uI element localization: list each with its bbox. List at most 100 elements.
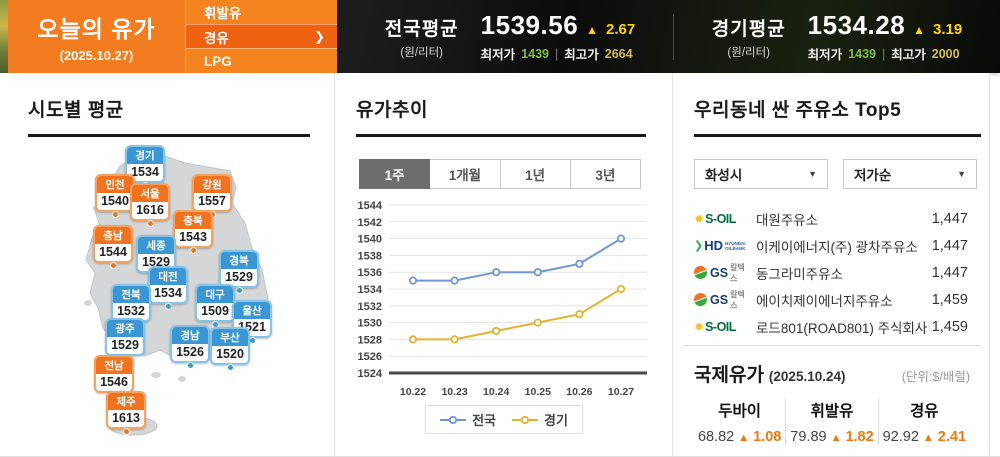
trend-chart: 1544 1542 1540 1538 1536 1534 1532 1530 1528 1526… (349, 185, 659, 405)
region-price: 1529 (107, 337, 143, 354)
region-price: 1613 (108, 410, 144, 427)
station-name: 이케이에너지(주) 광차주유소 (756, 239, 918, 255)
region-name: 충남 (95, 227, 131, 244)
average-values: 1534.28 ▲ 3.19 최저가 1439 | 최고가 2000 (808, 10, 963, 63)
average-label: 전국평균 (384, 18, 459, 40)
region-badge[interactable]: 제주 1613 (106, 391, 146, 435)
intl-oil-name: 경유 (910, 403, 939, 420)
station-row[interactable]: GS 칼텍스 동그라미주유소 1,447 (694, 259, 968, 286)
fuel-type-tabs: 휘발유 경유 ❯ LPG (185, 0, 337, 73)
chart-legend: 전국 경기 (335, 405, 673, 434)
intl-oil-name: 휘발유 (810, 403, 854, 420)
chevron-down-icon: ▼ (957, 169, 966, 179)
station-row[interactable]: ❯ HD HYUNDAI OILBANK 이케이에너지(주) 광차주유소 1,447 (694, 232, 968, 259)
intl-oil-items: 두바이 68.82 ▲ 1.08 휘발유 79.89 ▲ 1.82 경유 92.92 ▲ 2.41 (694, 399, 970, 445)
chevron-down-icon: ▼ (808, 169, 817, 179)
average-unit: (원/리터) (727, 46, 771, 59)
station-price: 1,447 (931, 264, 968, 281)
region-dot-icon (146, 220, 154, 227)
intl-oil-title: 국제유가 (694, 365, 764, 386)
average-label: 경기평균 (711, 18, 786, 40)
svg-text:1542: 1542 (358, 217, 382, 229)
region-badge[interactable]: 충북 1543 (173, 210, 213, 254)
region-badge[interactable]: 서울 1616 (130, 183, 170, 227)
region-price: 1540 (97, 193, 133, 210)
region-badge[interactable]: 경기 1534 (125, 145, 165, 189)
gs-caltex-logo: GS 칼텍스 (694, 262, 752, 284)
station-row[interactable]: ✹ S-OIL 대원주유소 1,447 (694, 205, 968, 232)
region-badge[interactable]: 경북 1529 (219, 250, 259, 294)
svg-text:10.27: 10.27 (608, 386, 634, 398)
svg-text:1538: 1538 (358, 250, 382, 262)
station-row[interactable]: GS 칼텍스 에이치제이에너지주유소 1,459 (694, 286, 968, 313)
region-badge[interactable]: 전북 1532 (111, 284, 151, 328)
region-name: 제주 (108, 393, 144, 410)
region-badge[interactable]: 충남 1544 (93, 225, 133, 269)
intl-oil-value: 79.89 (790, 429, 827, 445)
average-delta: 3.19 (933, 21, 963, 38)
district-select[interactable]: 화성시 ▼ (694, 159, 828, 189)
svg-text:1524: 1524 (358, 368, 383, 380)
intl-oil-item: 경유 92.92 ▲ 2.41 (877, 399, 970, 445)
up-triangle-icon: ▲ (586, 23, 599, 37)
korea-map: 경기 1534 인천 1540 서울 1616 강원 1557 충북 1543 충남 1544 세종 15… (0, 73, 334, 456)
region-badge[interactable]: 대전 1534 (148, 266, 188, 310)
svg-text:10.22: 10.22 (400, 386, 426, 398)
hd-hyundai-oilbank-logo: ❯ HD HYUNDAI OILBANK (694, 238, 746, 253)
svg-text:1536: 1536 (358, 267, 382, 279)
average-price-bar: 전국평균 (원/리터) 1539.56 ▲ 2.67 최저가 1439 | 최고가 2664 경기평… (337, 0, 1000, 73)
region-price: 1529 (221, 269, 257, 286)
swirl-icon (694, 293, 707, 306)
svg-text:1526: 1526 (358, 351, 382, 363)
min-label: 최저가 (480, 48, 516, 62)
swirl-icon (694, 266, 707, 279)
intl-oil-unit: (단위:$/배럴) (901, 370, 970, 384)
region-badge[interactable]: 전남 1546 (94, 355, 134, 399)
up-triangle-icon: ▲ (738, 432, 750, 444)
region-badge[interactable]: 강원 1557 (192, 174, 232, 218)
svg-text:10.24: 10.24 (483, 386, 509, 398)
range-tab[interactable]: 1개월 (430, 159, 501, 189)
region-price: 1546 (96, 374, 132, 391)
section-divider (683, 345, 981, 346)
region-price: 1543 (175, 229, 211, 246)
fuel-tab[interactable]: LPG (186, 48, 337, 73)
s-oil-logo: ✹ S-OIL (694, 319, 736, 334)
min-price: 1439 (848, 46, 876, 61)
region-dot-icon (226, 364, 234, 371)
intl-oil-value: 92.92 (882, 429, 919, 445)
range-tab[interactable]: 1년 (500, 159, 571, 189)
region-price: 1532 (113, 303, 149, 320)
station-list: ✹ S-OIL 대원주유소 1,447 ❯ HD HYUNDAI OILBANK 이케이에너지(… (694, 205, 968, 340)
region-badge[interactable]: 인천 1540 (95, 174, 135, 218)
legend-label: 전국 (472, 413, 496, 428)
legend-item: 전국 (440, 410, 496, 429)
station-row[interactable]: ✹ S-OIL 로드801(ROAD801) 주식회사 1,459 (694, 313, 968, 340)
fuel-tab[interactable]: 휘발유 (186, 0, 337, 24)
region-price: 1557 (194, 193, 230, 210)
svg-text:10.26: 10.26 (566, 386, 592, 398)
region-badge[interactable]: 경남 1526 (170, 325, 210, 369)
region-name: 강원 (194, 176, 230, 193)
range-tab[interactable]: 3년 (570, 159, 641, 189)
sort-select[interactable]: 저가순 ▼ (843, 159, 977, 189)
intl-oil-date: (2025.10.24) (768, 369, 846, 384)
cheap-stations-title: 우리동네 싼 주유소 Top5 (694, 95, 981, 137)
station-name: 로드801(ROAD801) 주식회사 (756, 320, 928, 336)
region-price: 1534 (150, 285, 186, 302)
range-tab[interactable]: 1주 (359, 159, 431, 189)
up-triangle-icon: ▲ (922, 432, 934, 444)
fuel-tab[interactable]: 경유 ❯ (186, 23, 337, 49)
region-badge[interactable]: 대구 1509 (195, 284, 235, 328)
region-badge[interactable]: 부산 1520 (210, 327, 250, 371)
region-dot-icon (109, 262, 117, 269)
trend-range-tabs: 1주 1개월 1년 3년 (359, 159, 641, 189)
region-price: 1616 (132, 202, 168, 219)
region-name: 전북 (113, 286, 149, 303)
panel-price-trend: 유가추이 1주 1개월 1년 3년 1544 1542 1540 1538 1536 1534 1… (334, 73, 673, 456)
region-badge[interactable]: 광주 1529 (105, 318, 145, 362)
station-price: 1,447 (931, 210, 968, 227)
intl-oil-name: 두바이 (718, 403, 762, 420)
min-label: 최저가 (807, 48, 843, 62)
